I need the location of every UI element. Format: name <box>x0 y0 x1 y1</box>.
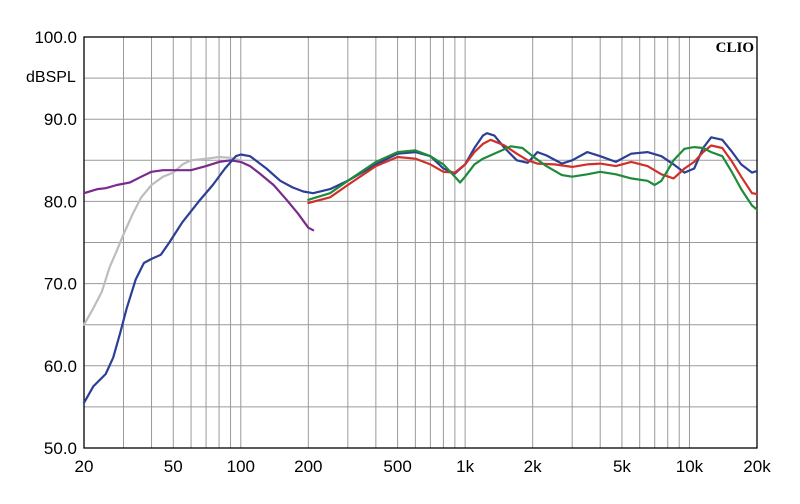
series-line-5 <box>307 145 759 211</box>
plot-frame <box>83 36 758 449</box>
y-tick-label: 50.0 <box>44 439 77 458</box>
x-tick-label: 1k <box>456 457 474 476</box>
x-tick-label: 5k <box>613 457 631 476</box>
x-tick-labels: 20 50 100 200 500 1k 2k 5k 10k 20k <box>75 457 772 476</box>
y-tick-label: 60.0 <box>44 357 77 376</box>
clio-brand: CLIO <box>716 40 754 56</box>
x-tick-label: 100 <box>227 457 255 476</box>
x-tick-label: 2k <box>524 457 542 476</box>
series-line-2 <box>82 159 315 232</box>
x-tick-label: 200 <box>294 457 322 476</box>
y-tick-labels: 100.0 90.0 80.0 70.0 60.0 50.0 <box>34 28 77 458</box>
y-tick-label: 100.0 <box>34 28 77 47</box>
y-tick-label: 90.0 <box>44 110 77 129</box>
x-tick-label: 10k <box>676 457 704 476</box>
x-tick-label: 20k <box>743 457 771 476</box>
y-tick-label: 70.0 <box>44 275 77 294</box>
x-tick-label: 20 <box>75 457 94 476</box>
grid <box>84 37 757 448</box>
series-line-3 <box>82 132 759 404</box>
x-tick-label: 500 <box>383 457 411 476</box>
series-line-1 <box>82 155 242 326</box>
series-group <box>82 132 759 404</box>
y-axis-label: dBSPL <box>26 69 76 86</box>
y-tick-label: 80.0 <box>44 192 77 211</box>
x-tick-label: 50 <box>164 457 183 476</box>
